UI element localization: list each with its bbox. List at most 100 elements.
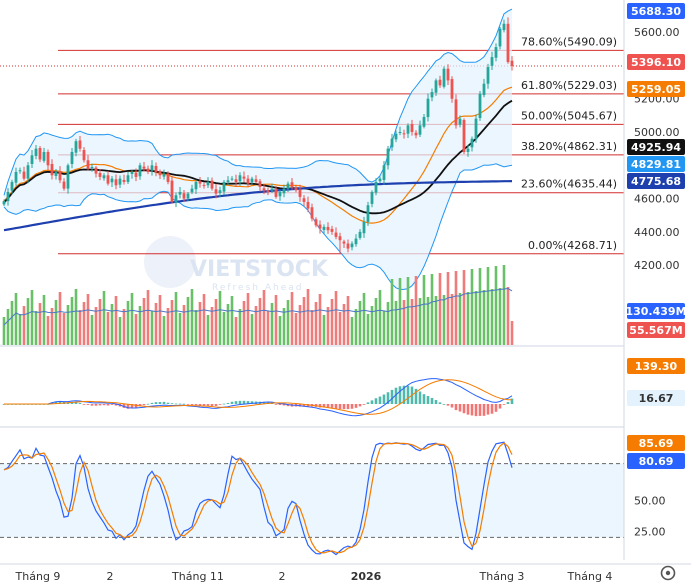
candle-body[interactable] <box>290 182 294 187</box>
volume-bar[interactable] <box>98 299 102 345</box>
candle-body[interactable] <box>394 133 398 140</box>
volume-bar[interactable] <box>198 302 202 345</box>
candle-body[interactable] <box>490 57 494 66</box>
macd-histogram-bar[interactable] <box>82 404 86 405</box>
volume-bar[interactable] <box>130 293 134 345</box>
volume-bar[interactable] <box>402 300 406 345</box>
candle-body[interactable] <box>314 219 318 226</box>
volume-bar[interactable] <box>446 272 450 345</box>
macd-histogram-bar[interactable] <box>318 404 322 408</box>
macd-histogram-bar[interactable] <box>374 398 378 404</box>
macd-histogram-bar[interactable] <box>146 403 150 405</box>
macd-histogram-bar[interactable] <box>162 401 166 404</box>
volume-bar[interactable] <box>238 309 242 345</box>
volume-bar[interactable] <box>438 273 442 345</box>
macd-histogram-bar[interactable] <box>378 396 382 404</box>
candle-body[interactable] <box>246 178 250 184</box>
candle-body[interactable] <box>282 188 286 194</box>
candle-body[interactable] <box>342 241 346 244</box>
candle-body[interactable] <box>98 172 102 177</box>
macd-histogram-bar[interactable] <box>446 404 450 406</box>
candle-body[interactable] <box>326 226 330 231</box>
volume-bar[interactable] <box>18 314 22 345</box>
candle-body[interactable] <box>150 165 154 171</box>
candle-body[interactable] <box>62 181 66 189</box>
candle-body[interactable] <box>414 132 418 136</box>
candle-body[interactable] <box>222 181 226 192</box>
volume-bar[interactable] <box>150 311 154 345</box>
volume-bar[interactable] <box>302 297 306 345</box>
volume-bar[interactable] <box>90 315 94 345</box>
candle-body[interactable] <box>278 191 282 197</box>
volume-bar[interactable] <box>506 287 510 345</box>
candle-body[interactable] <box>510 60 514 67</box>
volume-bar[interactable] <box>306 289 310 345</box>
macd-histogram-bar[interactable] <box>262 401 266 404</box>
macd-histogram-bar[interactable] <box>390 389 394 404</box>
candle-body[interactable] <box>454 99 458 126</box>
volume-bar[interactable] <box>34 311 38 345</box>
candle-body[interactable] <box>214 189 218 194</box>
candle-body[interactable] <box>190 188 194 193</box>
volume-bar[interactable] <box>494 266 498 345</box>
volume-bar[interactable] <box>54 300 58 345</box>
candle-body[interactable] <box>50 163 54 176</box>
macd-histogram-bar[interactable] <box>414 388 418 404</box>
volume-bar[interactable] <box>158 295 162 345</box>
macd-histogram-bar[interactable] <box>110 404 114 405</box>
macd-histogram-bar[interactable] <box>370 400 374 404</box>
volume-bar[interactable] <box>366 314 370 345</box>
candle-body[interactable] <box>334 232 338 237</box>
macd-histogram-bar[interactable] <box>466 404 470 415</box>
macd-histogram-bar[interactable] <box>506 402 510 404</box>
macd-histogram-bar[interactable] <box>406 385 410 404</box>
volume-bar[interactable] <box>426 297 430 345</box>
macd-histogram-bar[interactable] <box>106 404 110 406</box>
candle-body[interactable] <box>386 148 390 166</box>
candle-body[interactable] <box>466 148 470 152</box>
candle-body[interactable] <box>126 175 130 182</box>
macd-histogram-bar[interactable] <box>218 404 222 405</box>
volume-bar[interactable] <box>510 321 514 345</box>
candle-body[interactable] <box>38 147 42 160</box>
candle-body[interactable] <box>6 191 10 202</box>
candle-body[interactable] <box>138 165 142 177</box>
macd-histogram-bar[interactable] <box>238 400 242 404</box>
candle-body[interactable] <box>358 231 362 238</box>
volume-bar[interactable] <box>138 306 142 345</box>
candle-body[interactable] <box>382 165 386 180</box>
volume-bar[interactable] <box>114 296 118 345</box>
candle-body[interactable] <box>226 180 230 182</box>
volume-bar[interactable] <box>50 308 54 345</box>
volume-bar[interactable] <box>466 292 470 345</box>
volume-bar[interactable] <box>258 298 262 345</box>
volume-bar[interactable] <box>382 311 386 345</box>
macd-histogram-bar[interactable] <box>354 404 358 408</box>
macd-histogram-bar[interactable] <box>198 404 202 406</box>
candle-body[interactable] <box>178 191 182 195</box>
volume-bar[interactable] <box>354 309 358 345</box>
volume-bar[interactable] <box>462 270 466 345</box>
macd-histogram-bar[interactable] <box>78 402 82 404</box>
volume-bar[interactable] <box>442 295 446 345</box>
volume-bar[interactable] <box>266 311 270 345</box>
volume-bar[interactable] <box>454 271 458 345</box>
macd-histogram-bar[interactable] <box>438 402 442 404</box>
candle-body[interactable] <box>86 160 90 169</box>
candle-body[interactable] <box>270 188 274 191</box>
volume-bar[interactable] <box>242 301 246 345</box>
candle-body[interactable] <box>470 138 474 148</box>
candle-body[interactable] <box>266 190 270 192</box>
macd-histogram-bar[interactable] <box>422 394 426 404</box>
candle-body[interactable] <box>298 189 302 197</box>
volume-bar[interactable] <box>142 298 146 345</box>
candle-body[interactable] <box>2 201 6 205</box>
candle-body[interactable] <box>450 79 454 99</box>
candle-body[interactable] <box>418 125 422 135</box>
volume-bar[interactable] <box>78 310 82 345</box>
candle-body[interactable] <box>322 226 326 230</box>
candle-body[interactable] <box>374 181 378 193</box>
candle-body[interactable] <box>122 179 126 182</box>
candle-body[interactable] <box>34 148 38 156</box>
candle-body[interactable] <box>462 120 466 152</box>
